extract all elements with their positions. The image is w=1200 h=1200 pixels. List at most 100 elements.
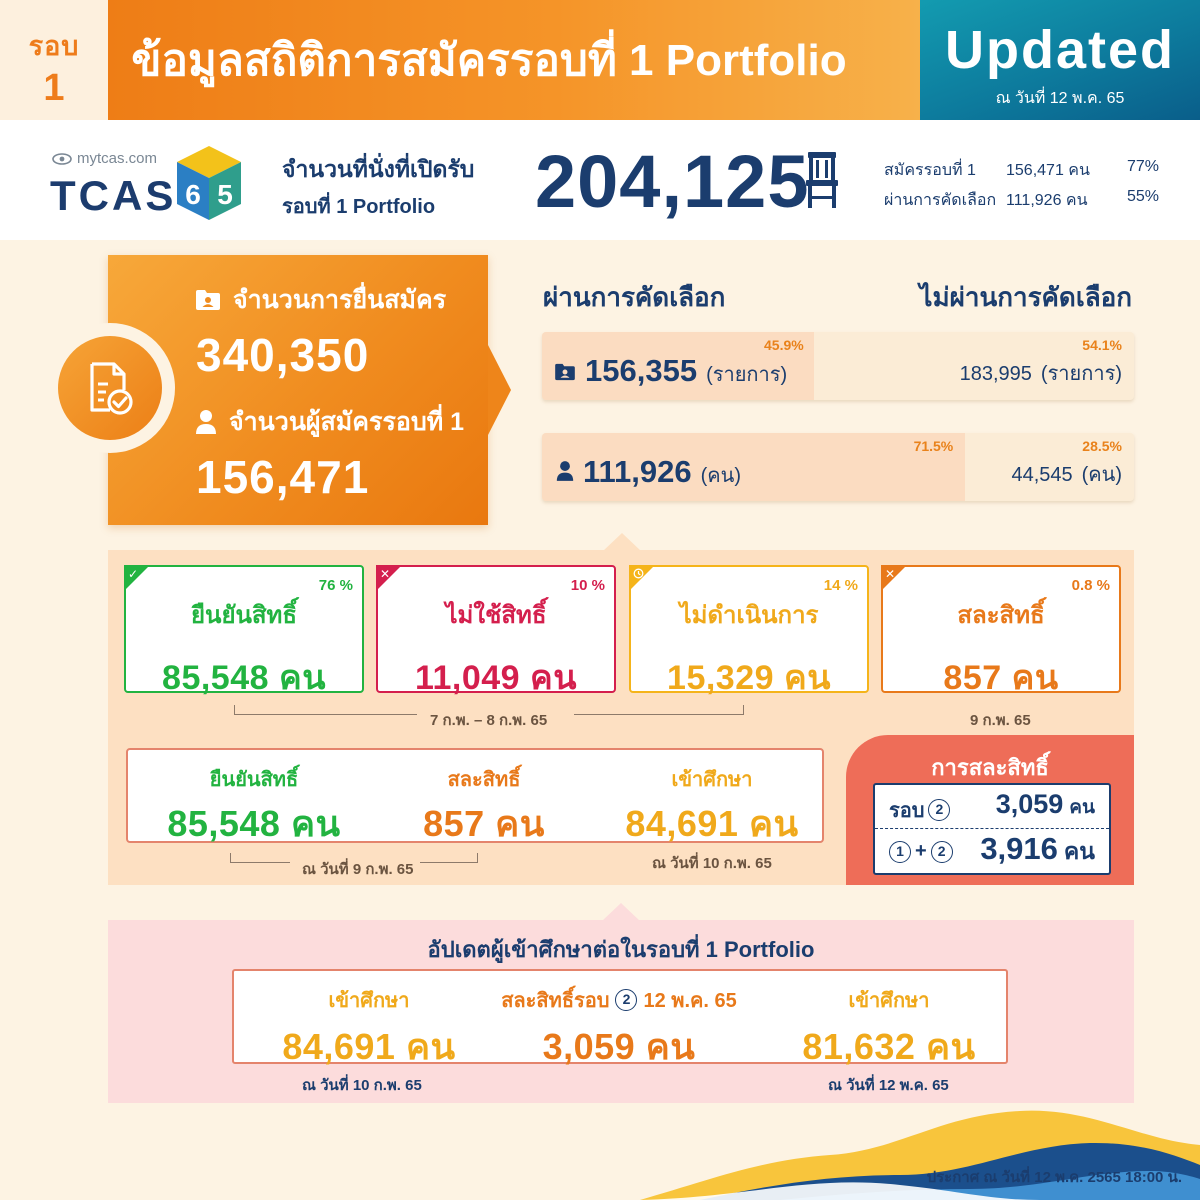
update-enrolled-after: เข้าศึกษา 81,632 คน: [774, 971, 1004, 1075]
applications-arrow: [488, 345, 511, 435]
update-label: เข้าศึกษา: [774, 984, 1004, 1016]
update-note-left: ณ วันที่ 10 ก.พ. 65: [302, 1077, 422, 1094]
forfeit-row-value: 3,059 คน: [996, 789, 1095, 822]
update-label: เข้าศึกษา: [254, 984, 484, 1016]
applicants-value: 156,471: [196, 451, 370, 503]
pass-unit: (รายการ): [706, 364, 788, 386]
document-check-icon: [90, 362, 133, 415]
seats-label-line2: รอบที่ 1 Portfolio: [282, 196, 436, 218]
applicants-label: จำนวนผู้สมัครรอบที่ 1: [229, 408, 465, 436]
person-icon: [556, 461, 574, 481]
range-note: 7 ก.พ. – 8 ก.พ. 65: [430, 712, 548, 729]
summary-enrolled: เข้าศึกษา 84,691 คน: [596, 750, 828, 852]
summary-value: 84,691 คน: [625, 803, 799, 844]
forfeit-value: 3,916: [980, 831, 1058, 866]
applications-icon-inner: [58, 336, 162, 440]
status-box-no-action: 14 % ไม่ดำเนินการ 15,329 คน: [629, 565, 869, 697]
status-percent: 10 %: [570, 577, 605, 594]
check-icon: ✓: [128, 567, 139, 581]
page-title: ข้อมูลสถิติการสมัครรอบที่ 1 Portfolio: [108, 0, 920, 120]
update-pointer: [602, 903, 640, 921]
fail-heading: ไม่ผ่านการคัดเลือก: [919, 282, 1132, 312]
forfeit-value: 3,059: [995, 789, 1064, 819]
summary-note-left: ณ วันที่ 9 ก.พ. 65: [302, 861, 414, 878]
forfeit-panel-title: การสละสิทธิ์: [931, 755, 1049, 780]
submissions-label: จำนวนการยื่นสมัคร: [233, 286, 447, 314]
round-word: รอบ: [28, 31, 80, 61]
fail-unit: (รายการ): [1040, 363, 1122, 385]
pass-heading: ผ่านการคัดเลือก: [543, 282, 726, 312]
status-percent: 76 %: [318, 577, 353, 594]
status-box-forfeited: ✕ 0.8 % สละสิทธิ์ 857 คน: [881, 565, 1121, 697]
forfeit-row-word: รอบ: [889, 800, 925, 822]
eye-icon: [52, 152, 72, 165]
update-label-pre: สละสิทธิ์รอบ: [501, 990, 610, 1012]
logo-domain: mytcas.com: [52, 150, 157, 167]
summary-label: ยืนยันสิทธิ์: [209, 769, 299, 791]
update-value: 84,691 คน: [282, 1026, 456, 1067]
logo-brand: TCAS: [50, 172, 177, 219]
round-number: 1: [43, 67, 65, 109]
update-label-text: เข้าศึกษา: [848, 990, 930, 1012]
status-percent: 14 %: [823, 577, 858, 594]
status-value: 11,049 คน: [414, 659, 578, 697]
pass-value: 156,355: [585, 353, 698, 388]
summary-bracket-right: [420, 853, 478, 863]
logo-cube-icon: 6 5: [177, 146, 241, 220]
selection-bar-applicants: 71.5% 111,926 (คน) 28.5% 44,545 (คน): [542, 433, 1134, 501]
update-value: 3,059 คน: [542, 1026, 696, 1067]
status-box-not-used: ✕ 10 % ไม่ใช้สิทธิ์ 11,049 คน: [376, 565, 616, 697]
status-label: ไม่ดำเนินการ: [679, 602, 819, 629]
status-corner: [376, 565, 402, 591]
summary-box: ยืนยันสิทธิ์ 85,548 คน สละสิทธิ์ 857 คน …: [126, 748, 824, 844]
seats-total: 204,125: [535, 140, 810, 223]
logo-digit-6: 6: [185, 179, 201, 210]
seats-strip: mytcas.com TCAS 6 5 จำนวนที่นั่งที่เปิดร…: [0, 120, 1200, 240]
person-icon: [196, 410, 216, 434]
fail-value: 183,995: [959, 363, 1032, 385]
forfeit-panel-box: รอบ 2 3,059 คน 1 + 2 3,916 คน: [873, 783, 1111, 875]
status-box-confirmed: ✓ 76 % ยืนยันสิทธิ์ 85,548 คน: [124, 565, 364, 697]
update-title: อัปเดตผู้เข้าศึกษาต่อในรอบที่ 1 Portfoli…: [427, 937, 815, 962]
logo-digit-5: 5: [217, 179, 233, 210]
update-value: 81,632 คน: [802, 1026, 976, 1067]
status-label: ยืนยันสิทธิ์: [190, 602, 298, 629]
seat-stat-percent: 55%: [1126, 188, 1159, 205]
seat-stat-applicants: สมัครรอบที่ 1 156,471 คน 77%: [884, 158, 1159, 180]
circled-2-icon: 2: [615, 989, 638, 1011]
summary-forfeited: สละสิทธิ์ 857 คน: [368, 750, 600, 852]
summary-bracket-left: [230, 853, 290, 863]
status-label: สละสิทธิ์: [957, 602, 1045, 629]
summary-label: เข้าศึกษา: [671, 769, 753, 791]
submissions-label-row: จำนวนการยื่นสมัคร: [195, 280, 446, 320]
pass-percent: 71.5%: [913, 438, 954, 454]
range-bracket-left: [234, 705, 417, 715]
circled-2-icon: 2: [930, 840, 953, 863]
summary-note-right: ณ วันที่ 10 ก.พ. 65: [652, 855, 772, 872]
status-value: 15,329 คน: [667, 659, 831, 697]
forfeit-row-key: รอบ 2: [889, 794, 951, 826]
forfeit-date-note: 9 ก.พ. 65: [970, 712, 1031, 729]
plus-sign: +: [915, 840, 927, 862]
round-badge: รอบ 1: [0, 0, 108, 120]
folder-user-icon: [555, 363, 575, 381]
status-pointer: [603, 533, 641, 551]
summary-label: สละสิทธิ์: [447, 769, 521, 791]
pass-unit: (คน): [700, 465, 742, 487]
forfeit-unit: คน: [1069, 797, 1095, 818]
seat-stat-value: 111,926 คน: [1006, 192, 1088, 209]
announcement-note: ประกาศ ณ วันที่ 12 พ.ค. 2565 18:00 น.: [926, 1169, 1182, 1186]
seat-stat-passed: ผ่านการคัดเลือก 111,926 คน 55%: [884, 188, 1159, 210]
status-corner: [124, 565, 150, 591]
update-note-right: ณ วันที่ 12 พ.ค. 65: [828, 1077, 949, 1094]
update-enrolled-before: เข้าศึกษา 84,691 คน: [254, 971, 484, 1075]
submissions-value: 340,350: [196, 329, 370, 381]
status-corner: [881, 565, 907, 591]
pass-value-row: 156,355 (รายการ): [554, 353, 787, 390]
update-forfeited-round2: สละสิทธิ์รอบ 2 12 พ.ค. 65 3,059 คน: [484, 971, 754, 1075]
seat-stat-value: 156,471 คน: [1006, 162, 1090, 179]
summary-value: 85,548 คน: [167, 803, 341, 844]
clock-icon: [633, 568, 644, 579]
logo-domain-text: mytcas.com: [77, 150, 158, 167]
update-box: เข้าศึกษา 84,691 คน สละสิทธิ์รอบ 2 12 พ.…: [232, 969, 1008, 1067]
